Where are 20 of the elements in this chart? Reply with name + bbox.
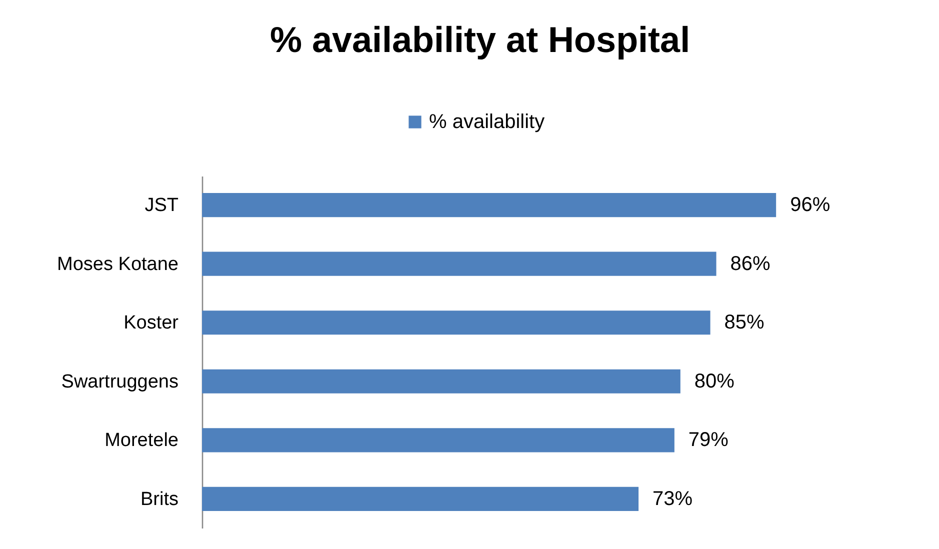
data-label: 73%: [652, 488, 693, 510]
data-label: 85%: [724, 312, 765, 334]
y-tick-label: Brits: [140, 488, 178, 510]
bar: [202, 310, 710, 335]
y-tick-label: Moretele: [104, 430, 178, 452]
bar: [202, 193, 776, 218]
bar: [202, 428, 674, 452]
data-label: 86%: [730, 252, 771, 275]
y-tick-label: Moses Kotane: [57, 254, 178, 275]
data-label: 79%: [688, 429, 729, 452]
bar: [202, 486, 639, 511]
data-label: 80%: [694, 370, 735, 392]
y-tick-label: Swartruggens: [61, 371, 178, 392]
y-tick-label: JST: [144, 195, 179, 216]
data-label: 96%: [790, 194, 830, 216]
bar: [202, 369, 680, 394]
bar: [202, 252, 716, 276]
y-tick-label: Koster: [124, 312, 180, 334]
legend-label: % availability: [429, 111, 545, 133]
chart-title: % availability at Hospital: [270, 19, 690, 60]
